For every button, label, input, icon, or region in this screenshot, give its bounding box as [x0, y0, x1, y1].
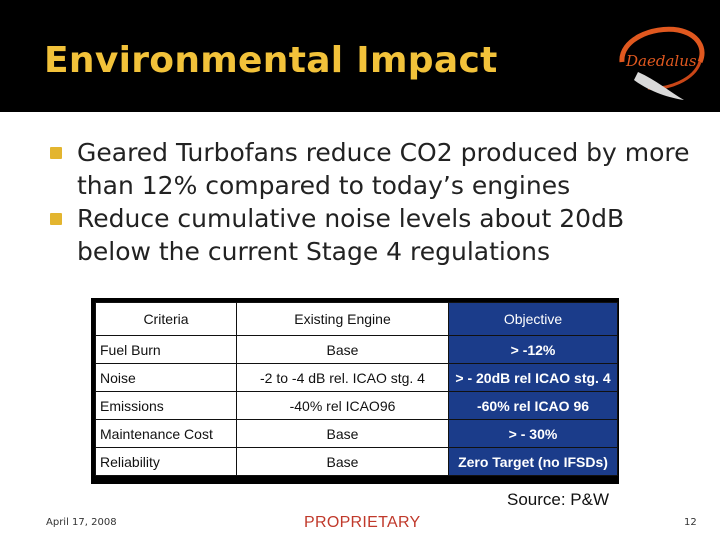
cell-objective: Zero Target (no IFSDs) — [448, 447, 618, 476]
bullet-text: Reduce cumulative noise levels about 20d… — [77, 204, 625, 266]
table-row: Emissions -40% rel ICAO96 -60% rel ICAO … — [95, 391, 618, 420]
logo-text: Daedalus — [625, 52, 697, 70]
daedalus-logo-icon: Daedalus — [619, 26, 705, 100]
footer-page-number: 12 — [684, 517, 697, 528]
cell-existing: Base — [236, 335, 449, 364]
cell-existing: Base — [236, 419, 449, 448]
cell-objective: > - 30% — [448, 419, 618, 448]
cell-objective: > -12% — [448, 335, 618, 364]
criteria-table: Criteria Existing Engine Objective Fuel … — [95, 302, 618, 476]
source-note: Source: P&W — [507, 490, 610, 509]
bullet-item: Reduce cumulative noise levels about 20d… — [50, 202, 700, 268]
cell-existing: -2 to -4 dB rel. ICAO stg. 4 — [236, 363, 449, 392]
cell-existing: -40% rel ICAO96 — [236, 391, 449, 420]
criteria-table-frame: Criteria Existing Engine Objective Fuel … — [91, 298, 619, 484]
cell-criteria: Maintenance Cost — [95, 419, 237, 448]
bullet-marker-icon — [50, 147, 62, 159]
cell-existing: Base — [236, 447, 449, 476]
cell-criteria: Fuel Burn — [95, 335, 237, 364]
slide-title: Environmental Impact — [44, 40, 498, 81]
cell-criteria: Reliability — [95, 447, 237, 476]
table-row: Reliability Base Zero Target (no IFSDs) — [95, 447, 618, 476]
header-criteria: Criteria — [95, 302, 237, 336]
slide-header: Environmental Impact Daedalus — [0, 0, 720, 112]
header-existing-engine: Existing Engine — [236, 302, 449, 336]
table-row: Noise -2 to -4 dB rel. ICAO stg. 4 > - 2… — [95, 363, 618, 392]
bullet-list: Geared Turbofans reduce CO2 produced by … — [50, 136, 700, 268]
bullet-marker-icon — [50, 213, 62, 225]
cell-criteria: Emissions — [95, 391, 237, 420]
table-row: Fuel Burn Base > -12% — [95, 335, 618, 364]
bullet-item: Geared Turbofans reduce CO2 produced by … — [50, 136, 700, 202]
cell-objective: > - 20dB rel ICAO stg. 4 — [448, 363, 618, 392]
footer-proprietary: PROPRIETARY — [304, 514, 421, 531]
cell-criteria: Noise — [95, 363, 237, 392]
cell-objective: -60% rel ICAO 96 — [448, 391, 618, 420]
bullet-text: Geared Turbofans reduce CO2 produced by … — [77, 138, 690, 200]
table-row: Maintenance Cost Base > - 30% — [95, 419, 618, 448]
table-header-row: Criteria Existing Engine Objective — [95, 302, 618, 336]
footer-date: April 17, 2008 — [46, 517, 117, 528]
header-objective: Objective — [448, 302, 618, 336]
